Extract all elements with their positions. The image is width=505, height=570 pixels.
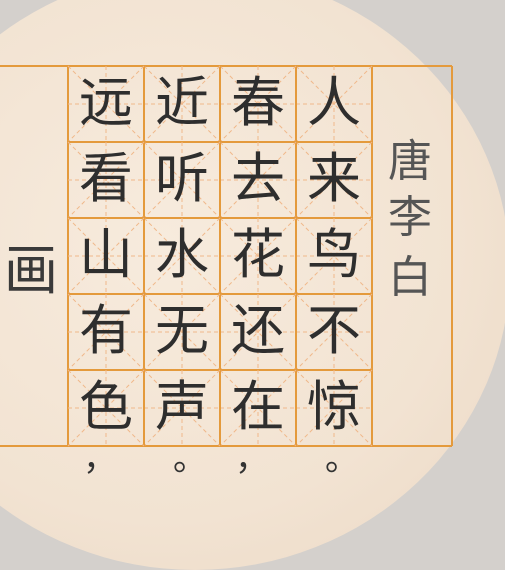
grid-guide-line (143, 369, 221, 447)
grid-guide-line (67, 217, 145, 295)
grid-guide-line (219, 293, 297, 371)
grid-guide-line (143, 65, 221, 143)
grid-guide-line (67, 65, 145, 143)
grid-guide-line (219, 217, 297, 295)
grid-guide-line (67, 141, 145, 219)
grid-guide-line (295, 369, 373, 447)
grid-guide-line (67, 217, 145, 295)
poem-character: 听 (155, 147, 209, 210)
poem-character: 近 (155, 71, 209, 134)
grid-guide-line (67, 65, 145, 143)
grid-guide-line (219, 217, 297, 295)
grid-guide-line (219, 65, 297, 143)
author-surname: 李 (388, 192, 432, 243)
poem-character: 人 (307, 71, 361, 134)
punctuation-mark: ， (83, 439, 117, 479)
grid-guide-line (67, 141, 145, 219)
poem-character: 花 (231, 223, 285, 286)
grid-guide-line (219, 293, 297, 371)
grid-guide-line (295, 141, 373, 219)
punctuation-mark: 。 (173, 439, 207, 479)
author-dynasty: 唐 (388, 136, 432, 187)
grid-guide-line (67, 293, 145, 371)
grid-guide-line (295, 65, 373, 143)
poem-title: 画 (4, 239, 58, 302)
poem-character: 远 (79, 71, 133, 134)
grid-guide-line (219, 369, 297, 447)
grid-guide-line (295, 141, 373, 219)
poem-character: 惊 (307, 375, 361, 438)
grid-guide-line (67, 369, 145, 447)
author-given-name: 白 (388, 252, 432, 303)
poem-character: 来 (307, 147, 361, 210)
grid-guide-line (295, 65, 373, 143)
grid-guide-line (143, 217, 221, 295)
grid-sheet (0, 65, 453, 447)
grid-guide-line (143, 141, 221, 219)
grid-guide-line (219, 65, 297, 143)
poem-character: 无 (155, 299, 209, 362)
grid-guide-line (67, 293, 145, 371)
poem-character: 不 (307, 299, 361, 362)
grid-guide-line (143, 369, 221, 447)
grid-guide-line (143, 65, 221, 143)
grid-guide-line (295, 293, 373, 371)
grid-guide-line (219, 141, 297, 219)
grid-guide-line (295, 217, 373, 295)
grid-guide-line (219, 369, 297, 447)
poem-character: 鸟 (307, 223, 361, 286)
grid-guide-line (295, 217, 373, 295)
grid-guide-line (143, 293, 221, 371)
poem-character: 春 (231, 71, 285, 134)
poem-character: 声 (155, 375, 209, 438)
grid-guide-line (67, 369, 145, 447)
poem-character: 还 (231, 299, 285, 362)
poem-character: 去 (231, 147, 285, 210)
poem-character: 山 (79, 223, 133, 286)
grid-guide-line (143, 141, 221, 219)
poem-character: 在 (231, 375, 285, 438)
poem-character: 色 (79, 375, 133, 438)
grid-guide-line (219, 141, 297, 219)
grid-guide-line (143, 217, 221, 295)
grid-guide-line (295, 293, 373, 371)
punctuation-mark: 。 (325, 439, 359, 479)
grid-guide-line (295, 369, 373, 447)
poem-character: 有 (79, 299, 133, 362)
punctuation-mark: ， (235, 439, 269, 479)
poem-character: 看 (79, 147, 133, 210)
grid-guide-line (143, 293, 221, 371)
poem-character: 水 (155, 223, 209, 286)
